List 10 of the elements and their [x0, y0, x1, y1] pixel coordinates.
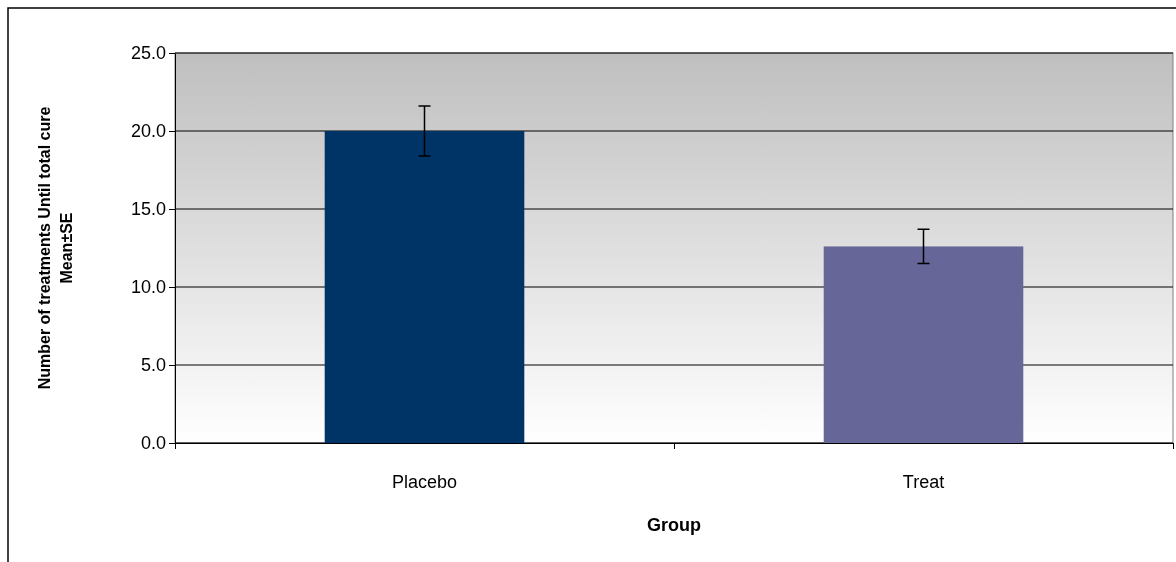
x-tick-label: Placebo: [391, 472, 458, 492]
y-tick-label: 15.0: [130, 199, 166, 220]
y-tick-label: 5.0: [140, 355, 166, 376]
y-tick-label: 25.0: [130, 43, 166, 64]
y-tick-label: 20.0: [130, 121, 166, 142]
x-tick-label: Treat: [902, 472, 945, 492]
y-tick-label: 0.0: [140, 433, 166, 454]
y-axis-title: Number of treatments Until total cure Mean±SE: [36, 106, 75, 390]
x-axis-title: Group: [647, 515, 701, 535]
y-tick-label: 10.0: [130, 277, 166, 298]
